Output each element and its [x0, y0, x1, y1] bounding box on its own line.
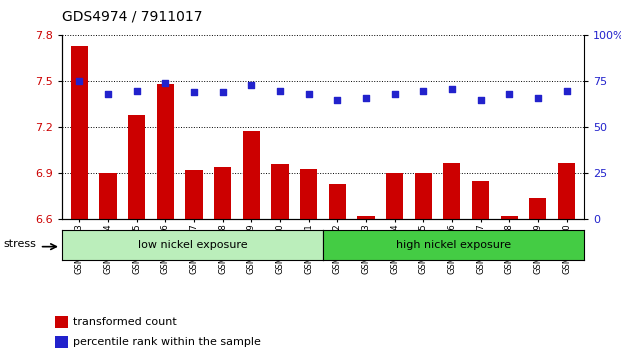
Text: stress: stress: [3, 239, 36, 249]
Point: [561, 88, 571, 93]
Point: [103, 91, 113, 97]
Bar: [271, 164, 289, 219]
Bar: [300, 169, 317, 219]
Point: [504, 91, 514, 97]
Bar: [214, 167, 231, 219]
Bar: [386, 173, 403, 219]
Bar: [243, 131, 260, 219]
Bar: [55, 336, 68, 348]
Point: [304, 91, 314, 97]
Point: [332, 97, 342, 103]
Point: [389, 91, 399, 97]
Point: [247, 82, 256, 88]
Bar: [472, 181, 489, 219]
Point: [75, 79, 84, 84]
Bar: [329, 184, 346, 219]
Bar: [501, 216, 518, 219]
Point: [533, 95, 543, 101]
Bar: [185, 170, 202, 219]
Bar: [99, 173, 117, 219]
Point: [419, 88, 428, 93]
Point: [132, 88, 142, 93]
Text: GDS4974 / 7911017: GDS4974 / 7911017: [62, 9, 202, 23]
Bar: [357, 216, 374, 219]
Text: low nickel exposure: low nickel exposure: [138, 240, 247, 250]
Bar: [558, 163, 575, 219]
Text: transformed count: transformed count: [73, 317, 177, 327]
Bar: [71, 46, 88, 219]
Bar: [128, 115, 145, 219]
Bar: [415, 173, 432, 219]
Point: [160, 80, 170, 86]
Point: [217, 90, 227, 95]
Text: percentile rank within the sample: percentile rank within the sample: [73, 337, 261, 347]
Point: [189, 90, 199, 95]
Bar: [55, 316, 68, 328]
Bar: [529, 198, 546, 219]
Point: [275, 88, 285, 93]
Bar: [443, 163, 461, 219]
Point: [476, 97, 486, 103]
Bar: [156, 85, 174, 219]
Point: [447, 86, 457, 92]
Text: high nickel exposure: high nickel exposure: [396, 240, 511, 250]
Point: [361, 95, 371, 101]
